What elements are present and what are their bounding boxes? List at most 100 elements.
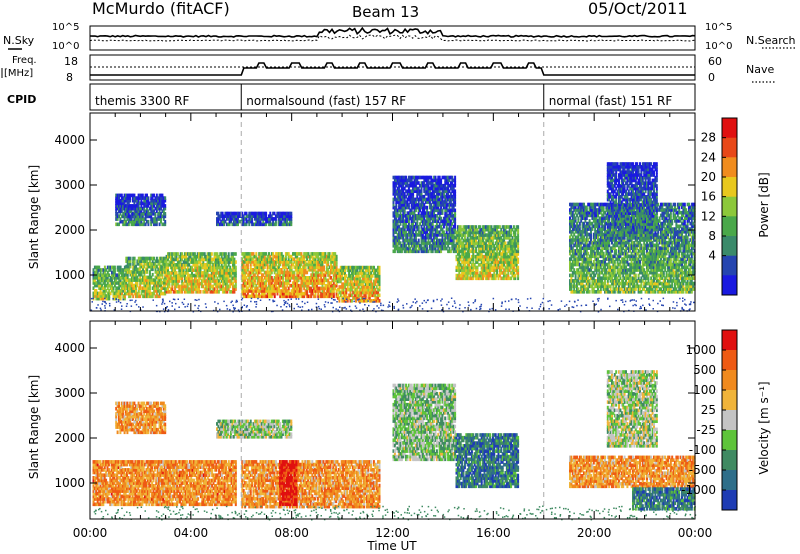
- data-region: [92, 460, 237, 507]
- x-axis-label: Time UT: [366, 539, 417, 553]
- data-region: [241, 460, 381, 509]
- colorbar-swatch: [722, 137, 737, 158]
- cpid-label: CPID: [7, 93, 36, 106]
- data-region: [569, 202, 696, 294]
- colorbar-tick-label: 24: [701, 150, 716, 164]
- data-region: [606, 162, 658, 240]
- colorbar-swatch: [722, 350, 737, 371]
- data-region: [455, 433, 520, 489]
- data-region: [216, 211, 293, 227]
- velocity-panel: 00:00 04:00 08:00 12:00 16:00 20:00 00:00 1000 2…: [27, 320, 771, 553]
- y-tick-label: 4000: [54, 133, 85, 147]
- nsearch-tick-bottom: 10^0: [705, 41, 732, 52]
- power-ylabel: Slant Range [km]: [27, 165, 41, 269]
- nsky-panel: N.Sky 10^5 10^0 10^5 10^0 N.Search: [3, 22, 796, 52]
- colorbar-swatch: [722, 330, 737, 351]
- colorbar-swatch: [722, 196, 737, 217]
- y-tick-label: 3000: [54, 386, 85, 400]
- colorbar-swatch: [722, 255, 737, 276]
- colorbar-tick-label: 20: [701, 170, 716, 184]
- data-region: [337, 265, 381, 303]
- data-region: [392, 175, 457, 254]
- colorbar-tick-label: -25: [696, 423, 716, 437]
- data-region: [279, 460, 298, 507]
- colorbar-swatch: [722, 390, 737, 411]
- data-region: [569, 455, 696, 489]
- nave-tick-top: 60: [708, 55, 722, 68]
- ground-scatter: [93, 505, 697, 521]
- colorbar-tick-label: 28: [701, 131, 716, 145]
- colorbar-swatch: [722, 410, 737, 431]
- colorbar-swatch: [722, 490, 737, 511]
- colorbar-swatch: [722, 216, 737, 237]
- nave-label: Nave: [746, 63, 774, 76]
- colorbar-tick-label: 25: [701, 403, 716, 417]
- data-region: [165, 252, 237, 294]
- y-tick-label: 2000: [54, 223, 85, 237]
- colorbar-swatch: [722, 236, 737, 257]
- velocity-cbar-label: Velocity [m s⁻¹]: [757, 381, 771, 474]
- colorbar-swatch: [722, 157, 737, 178]
- data-region: [455, 225, 520, 281]
- colorbar-swatch: [722, 370, 737, 391]
- nsearch-label: N.Search: [746, 34, 796, 47]
- x-tick-label: 08:00: [274, 526, 309, 540]
- data-region: [606, 370, 658, 448]
- nsearch-tick-top: 10^5: [705, 22, 732, 33]
- freq-tick-top: 18: [64, 55, 78, 68]
- colorbar-swatch: [722, 450, 737, 471]
- data-region: [115, 401, 167, 435]
- x-tick-label: 04:00: [174, 526, 209, 540]
- date-title: 05/Oct/2011: [588, 0, 688, 18]
- power-cbar-label: Power [dB]: [757, 172, 771, 237]
- station-title: McMurdo (fitACF): [92, 0, 230, 18]
- colorbar-swatch: [722, 430, 737, 451]
- colorbar-frame: [721, 117, 738, 296]
- colorbar-tick-label: 8: [708, 229, 716, 243]
- data-region: [216, 419, 293, 439]
- nsky-tick-top: 10^5: [52, 22, 79, 33]
- colorbar-swatch: [722, 118, 737, 139]
- y-tick-label: 1000: [54, 476, 85, 490]
- colorbar-tick-label: 12: [701, 209, 716, 223]
- y-tick-label: 4000: [54, 341, 85, 355]
- colorbar-tick-label: 1000: [685, 343, 716, 357]
- nsky-tick-bottom: 10^0: [52, 41, 79, 52]
- colorbar-tick-label: -500: [689, 463, 716, 477]
- colorbar-swatch: [722, 177, 737, 198]
- cpid-segment-label: normal (fast) 151 RF: [549, 94, 673, 108]
- data-region: [392, 383, 457, 462]
- freq-tick-bottom: 8: [66, 71, 73, 84]
- cpid-segment-label: themis 3300 RF: [95, 94, 189, 108]
- colorbar-tick-label: 4: [708, 249, 716, 263]
- freq-line: [90, 62, 695, 76]
- nsky-label: N.Sky: [3, 34, 35, 47]
- data-region: [241, 252, 338, 299]
- x-tick-label: 20:00: [577, 526, 612, 540]
- data-region: [115, 193, 167, 227]
- nsearch-line: [89, 34, 696, 42]
- y-tick-label: 2000: [54, 431, 85, 445]
- x-tick-label: 12:00: [375, 526, 410, 540]
- freq-panel: Freq. [MHz] 18 8 60 0 Nave: [1, 54, 775, 84]
- data-region: [92, 265, 126, 301]
- beam-title: Beam 13: [352, 3, 419, 21]
- colorbar-tick-label: -1000: [681, 483, 716, 497]
- x-tick-label: 00:00: [678, 526, 713, 540]
- y-tick-label: 1000: [54, 268, 85, 282]
- colorbar-swatch: [722, 470, 737, 491]
- cpid-segment-label: normalsound (fast) 157 RF: [246, 94, 406, 108]
- power-panel: 1000 2000 3000 4000 28 24 20 16 12 8 4 Slant Range …: [27, 112, 771, 313]
- velocity-ylabel: Slant Range [km]: [27, 375, 41, 479]
- nsky-line: [89, 26, 696, 38]
- data-region: [125, 256, 167, 299]
- y-tick-label: 3000: [54, 178, 85, 192]
- colorbar-tick-label: 100: [693, 383, 716, 397]
- colorbar-frame: [721, 329, 738, 511]
- nave-tick-bottom: 0: [708, 71, 715, 84]
- colorbar-tick-label: -100: [689, 443, 716, 457]
- freq-label-2: [MHz]: [4, 68, 33, 79]
- x-tick-label: 16:00: [476, 526, 511, 540]
- colorbar-tick-label: 16: [701, 190, 716, 204]
